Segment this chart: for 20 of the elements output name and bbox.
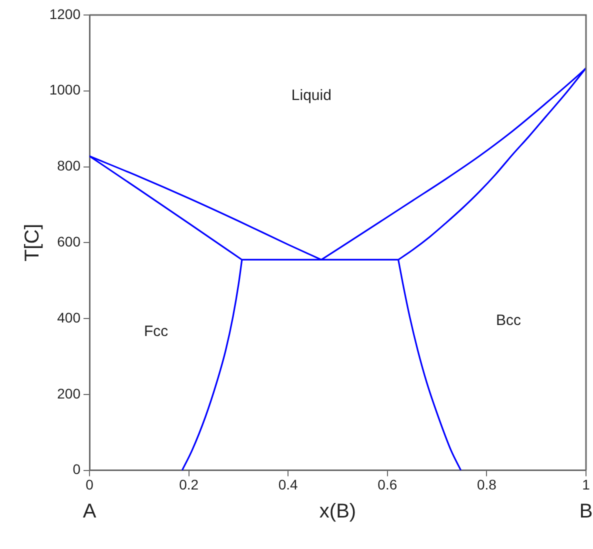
annotation: Liquid <box>291 87 332 104</box>
x-tick-label: 0.2 <box>179 476 199 493</box>
x-tick-label: 1 <box>582 476 590 493</box>
x-tick-label: 0.4 <box>278 476 298 493</box>
y-tick-label: 400 <box>57 309 81 326</box>
text: B <box>579 500 593 523</box>
x-tick-label: 0.8 <box>476 476 497 493</box>
x-tick-label: 0 <box>86 476 94 493</box>
text: A <box>82 500 97 523</box>
y-tick-label: 600 <box>57 234 81 250</box>
y-tick-label: 1200 <box>49 6 81 22</box>
annotation: Bcc <box>496 312 522 330</box>
annotation: Fcc <box>144 323 169 340</box>
y-tick-label: 200 <box>57 385 81 402</box>
x-tick-label: 0.6 <box>378 476 398 493</box>
y-axis-title: T[C] <box>22 224 44 262</box>
y-tick-label: 800 <box>57 158 81 174</box>
y-tick-label: 1000 <box>49 82 81 98</box>
x-axis-title: x(B) <box>319 500 356 523</box>
y-tick-label: 0 <box>72 461 81 478</box>
